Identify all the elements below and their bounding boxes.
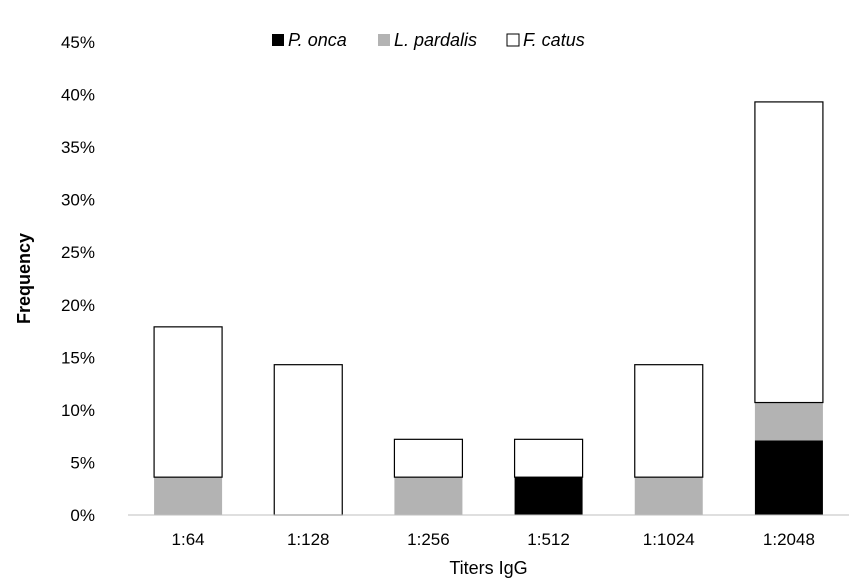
y-tick-label: 5% bbox=[70, 453, 95, 472]
y-tick-label: 45% bbox=[61, 33, 95, 52]
bar-segment bbox=[393, 438, 464, 478]
bar-segment bbox=[154, 477, 223, 515]
legend-label: F. catus bbox=[523, 30, 585, 50]
x-axis: 1:64 1:128 1:256 1:512 1:1024 1:2048 bbox=[172, 530, 815, 549]
legend-swatch bbox=[272, 34, 284, 46]
bar-segment bbox=[634, 477, 703, 515]
x-tick-label: 1:2048 bbox=[763, 530, 815, 549]
x-tick-label: 1:128 bbox=[287, 530, 330, 549]
bar-segment bbox=[394, 477, 463, 515]
bar-segment bbox=[634, 364, 704, 478]
y-tick-label: 30% bbox=[61, 191, 95, 210]
plot-area bbox=[153, 101, 824, 516]
bar-segment bbox=[754, 402, 823, 441]
legend-swatch bbox=[378, 34, 390, 46]
y-tick-label: 10% bbox=[61, 401, 95, 420]
x-axis-title: Titers IgG bbox=[449, 558, 527, 578]
y-axis: 0% 5% 10% 15% 20% 25% 30% 35% 40% 45% bbox=[61, 33, 95, 525]
x-tick-label: 1:64 bbox=[172, 530, 205, 549]
x-tick-label: 1:1024 bbox=[643, 530, 695, 549]
bar-segment bbox=[754, 101, 824, 404]
y-tick-label: 35% bbox=[61, 138, 95, 157]
legend: P. onca L. pardalis F. catus bbox=[272, 30, 585, 50]
y-tick-label: 25% bbox=[61, 243, 95, 262]
bar-segment bbox=[273, 364, 343, 516]
legend-swatch bbox=[506, 33, 520, 47]
bar-segment bbox=[754, 440, 823, 515]
legend-label: P. onca bbox=[288, 30, 347, 50]
x-tick-label: 1:256 bbox=[407, 530, 450, 549]
bar-segment bbox=[153, 326, 223, 478]
bar-segment bbox=[513, 438, 584, 478]
y-tick-label: 20% bbox=[61, 296, 95, 315]
y-tick-label: 40% bbox=[61, 86, 95, 105]
y-tick-label: 15% bbox=[61, 348, 95, 367]
y-axis-title: Frequency bbox=[14, 233, 34, 324]
legend-label: L. pardalis bbox=[394, 30, 477, 50]
y-tick-label: 0% bbox=[70, 506, 95, 525]
bar-segment bbox=[514, 477, 583, 515]
x-tick-label: 1:512 bbox=[527, 530, 570, 549]
